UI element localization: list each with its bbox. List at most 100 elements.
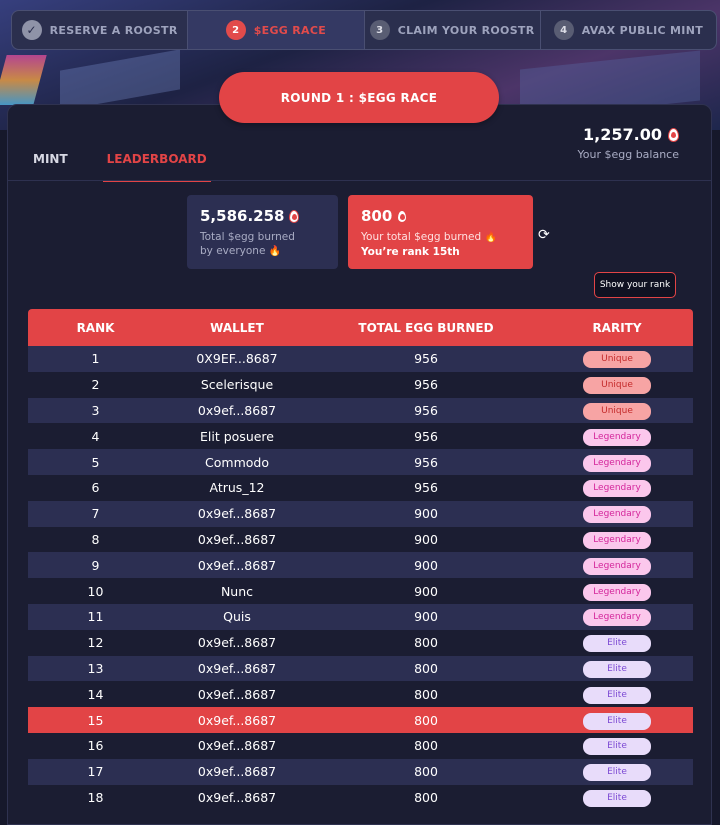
total-burned-desc-line1: Total $egg burned bbox=[200, 231, 295, 243]
step-number: 2 bbox=[225, 20, 246, 40]
rank-cell: 6 bbox=[91, 480, 100, 496]
burned-cell: 900 bbox=[414, 557, 438, 573]
rarity-cell: Elite bbox=[541, 659, 693, 678]
rank-cell: 16 bbox=[87, 738, 104, 754]
rarity-badge: Legendary bbox=[583, 428, 651, 446]
rarity-cell: Legendary bbox=[541, 582, 693, 601]
total-burned-card: 5,586.258 Total $egg burned by everyone … bbox=[187, 195, 338, 269]
table-row: 9 0x9ef...8687 900 Legendary bbox=[28, 552, 693, 579]
rank-cell: 4 bbox=[91, 428, 100, 444]
rarity-badge: Elite bbox=[583, 660, 651, 678]
refresh-icon[interactable]: ⟳ bbox=[538, 227, 550, 243]
rarity-badge: Unique bbox=[583, 377, 651, 395]
step-label: $EGG RACE bbox=[253, 23, 327, 37]
burned-cell: 956 bbox=[414, 480, 438, 496]
egg-icon bbox=[289, 209, 300, 223]
rank-cell: 9 bbox=[91, 557, 100, 573]
rank-cell: 14 bbox=[87, 686, 104, 702]
table-row: 18 0x9ef...8687 800 Elite bbox=[28, 784, 693, 811]
rarity-badge: Legendary bbox=[583, 531, 651, 549]
total-burned-amount-row: 5,586.258 bbox=[200, 207, 325, 225]
table-header: RANK WALLET TOTAL EGG BURNED RARITY bbox=[28, 309, 693, 346]
burned-cell: 800 bbox=[414, 789, 438, 805]
rarity-badge: Legendary bbox=[583, 557, 651, 575]
wallet-cell: 0x9ef...8687 bbox=[197, 557, 277, 573]
table-row: 7 0x9ef...8687 900 Legendary bbox=[28, 500, 693, 527]
header-burned: TOTAL EGG BURNED bbox=[358, 320, 494, 335]
table-body: 1 0X9EF...8687 956 Unique 2 Scelerisque 956 Uni… bbox=[28, 346, 693, 811]
your-burned-desc-text: Your total $egg burned bbox=[361, 231, 482, 243]
rarity-cell: Legendary bbox=[541, 607, 693, 627]
fire-icon: 🔥 bbox=[484, 232, 497, 243]
egg-icon bbox=[668, 127, 679, 142]
balance-amount-row: 1,257.00 bbox=[577, 125, 679, 144]
tab-leaderboard[interactable]: LEADERBOARD bbox=[102, 152, 211, 182]
rarity-badge: Legendary bbox=[583, 583, 651, 601]
total-burned-amount: 5,586.258 bbox=[200, 207, 285, 225]
step-label: CLAIM YOUR ROOSTR bbox=[397, 23, 535, 37]
burned-cell: 800 bbox=[414, 660, 438, 676]
burned-cell: 900 bbox=[414, 609, 438, 625]
header-wallet: WALLET bbox=[210, 320, 264, 335]
leaderboard-table: RANK WALLET TOTAL EGG BURNED RARITY 1 0X9… bbox=[28, 309, 693, 811]
rarity-cell: Legendary bbox=[541, 504, 693, 524]
wallet-cell: 0x9ef...8687 bbox=[197, 712, 277, 728]
rank-cell: 5 bbox=[91, 454, 100, 470]
rank-cell: 17 bbox=[87, 764, 104, 780]
table-row: 5 Commodo 956 Legendary bbox=[28, 449, 693, 475]
show-rank-button[interactable]: Show your rank bbox=[594, 272, 676, 298]
rank-cell: 7 bbox=[91, 506, 100, 522]
step-public-mint[interactable]: 4 AVAX PUBLIC MINT bbox=[541, 11, 716, 49]
step-reserve[interactable]: ✓ RESERVE A ROOSTR bbox=[12, 11, 189, 49]
rarity-cell: Unique bbox=[541, 401, 693, 420]
rank-cell: 3 bbox=[91, 402, 100, 418]
total-burned-desc-line2: by everyone bbox=[200, 245, 266, 257]
round-button[interactable]: ROUND 1 : $EGG RACE bbox=[219, 72, 499, 123]
rank-cell: 10 bbox=[87, 583, 104, 599]
wallet-cell: 0x9ef...8687 bbox=[197, 660, 277, 676]
wallet-cell: 0x9ef...8687 bbox=[197, 789, 277, 805]
rarity-badge: Elite bbox=[583, 686, 651, 704]
main-panel: MINT LEADERBOARD 1,257.00 Your $egg bala… bbox=[7, 104, 712, 825]
burned-cell: 956 bbox=[414, 351, 438, 367]
table-row: 3 0x9ef...8687 956 Unique bbox=[28, 397, 693, 424]
rarity-cell: Legendary bbox=[541, 556, 693, 575]
rarity-cell: Elite bbox=[541, 788, 693, 807]
wallet-cell: Quis bbox=[223, 609, 251, 625]
table-row: 1 0X9EF...8687 956 Unique bbox=[28, 346, 693, 372]
fire-icon: 🔥 bbox=[268, 246, 282, 257]
wallet-cell: Scelerisque bbox=[200, 377, 274, 393]
tab-mint[interactable]: MINT bbox=[33, 152, 68, 166]
progress-stepper: ✓ RESERVE A ROOSTR 2 $EGG RACE 3 CLAIM Y… bbox=[11, 10, 717, 50]
burned-cell: 800 bbox=[414, 712, 438, 728]
your-burned-amount-row: 800 bbox=[361, 207, 520, 225]
rank-cell: 1 bbox=[91, 351, 100, 367]
step-number: 4 bbox=[553, 20, 574, 40]
rarity-cell: Unique bbox=[541, 349, 693, 369]
wallet-cell: Elit posuere bbox=[200, 428, 274, 444]
rarity-badge: Legendary bbox=[583, 454, 651, 472]
table-row: 6 Atrus_12 956 Legendary bbox=[28, 474, 693, 501]
rank-cell: 12 bbox=[87, 635, 104, 651]
table-row: 2 Scelerisque 956 Unique bbox=[28, 371, 693, 398]
burned-cell: 956 bbox=[414, 402, 438, 418]
egg-balance: 1,257.00 Your $egg balance bbox=[577, 125, 679, 161]
wallet-cell: Nunc bbox=[220, 583, 254, 599]
burned-cell: 800 bbox=[414, 738, 438, 754]
step-egg-race[interactable]: 2 $EGG RACE bbox=[188, 11, 365, 49]
rarity-cell: Elite bbox=[541, 736, 693, 756]
rarity-cell: Elite bbox=[541, 633, 693, 653]
rarity-cell: Legendary bbox=[541, 478, 693, 498]
wallet-cell: Commodo bbox=[205, 454, 269, 470]
step-claim[interactable]: 3 CLAIM YOUR ROOSTR bbox=[365, 11, 541, 49]
your-burned-card: 800 Your total $egg burned 🔥 You’re rank… bbox=[348, 195, 533, 269]
wallet-cell: 0X9EF...8687 bbox=[196, 351, 278, 367]
your-burned-desc: Your total $egg burned 🔥 bbox=[361, 230, 520, 245]
balance-label: Your $egg balance bbox=[577, 148, 679, 161]
burned-cell: 800 bbox=[414, 635, 438, 651]
divider bbox=[8, 180, 711, 181]
rarity-badge: Elite bbox=[583, 789, 651, 807]
burned-cell: 900 bbox=[414, 506, 438, 522]
background-stripe bbox=[0, 55, 47, 105]
header-rarity: RARITY bbox=[592, 320, 642, 335]
